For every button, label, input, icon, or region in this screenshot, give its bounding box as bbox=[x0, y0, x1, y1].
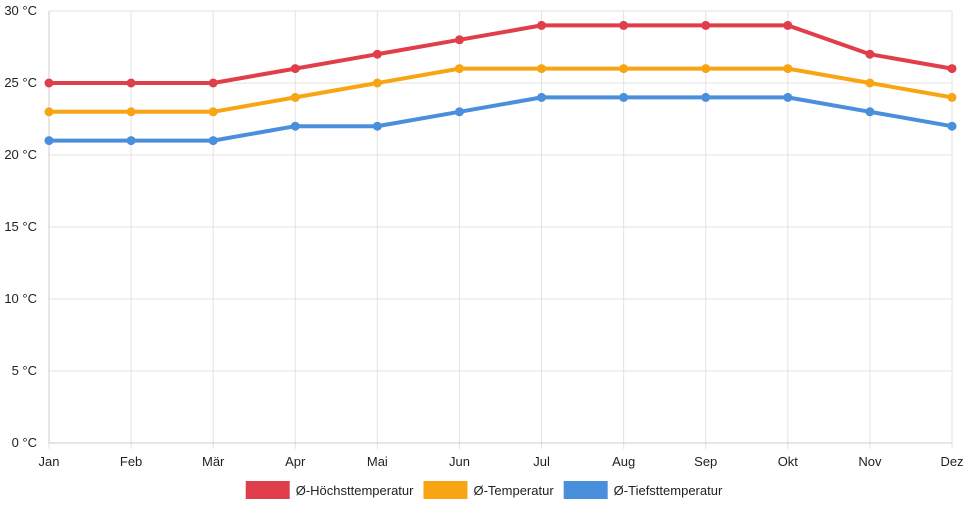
data-point bbox=[454, 64, 464, 74]
y-tick-label: 25 °C bbox=[4, 75, 37, 90]
data-point bbox=[947, 92, 957, 102]
series-line bbox=[47, 95, 954, 143]
data-point bbox=[947, 121, 957, 131]
x-tick-label: Nov bbox=[858, 454, 882, 469]
data-point bbox=[290, 64, 300, 74]
x-tick-label: Jun bbox=[449, 454, 470, 469]
data-point bbox=[44, 107, 54, 117]
legend-item[interactable]: Ø-Tiefsttemperatur bbox=[563, 481, 723, 499]
data-point bbox=[783, 20, 793, 30]
data-point bbox=[701, 64, 711, 74]
data-point bbox=[372, 121, 382, 131]
x-tick-label: Aug bbox=[612, 454, 635, 469]
data-point bbox=[454, 35, 464, 45]
legend-swatch bbox=[423, 481, 468, 499]
data-point bbox=[619, 92, 629, 102]
x-tick-label: Sep bbox=[694, 454, 717, 469]
grid bbox=[48, 10, 953, 449]
legend: Ø-Höchsttemperatur Ø-Temperatur Ø-Tiefstte… bbox=[245, 481, 723, 499]
data-point bbox=[865, 49, 875, 59]
series-2 bbox=[44, 64, 957, 117]
data-point bbox=[126, 107, 136, 117]
x-tick-label: Jan bbox=[39, 454, 60, 469]
data-point bbox=[44, 136, 54, 146]
data-point bbox=[372, 49, 382, 59]
data-point bbox=[619, 64, 629, 74]
data-point bbox=[783, 64, 793, 74]
legend-item[interactable]: Ø-Temperatur bbox=[423, 481, 554, 499]
series-3 bbox=[44, 92, 957, 146]
data-point bbox=[126, 78, 136, 88]
data-point bbox=[208, 136, 218, 146]
data-point bbox=[454, 107, 464, 117]
x-tick-label: Jul bbox=[533, 454, 550, 469]
x-tick-label: Okt bbox=[778, 454, 799, 469]
series bbox=[44, 20, 957, 146]
x-tick-label: Mai bbox=[367, 454, 388, 469]
x-tick-label: Mär bbox=[202, 454, 225, 469]
y-tick-label: 15 °C bbox=[4, 219, 37, 234]
data-point bbox=[783, 92, 793, 102]
data-point bbox=[208, 107, 218, 117]
legend-label: Ø-Höchsttemperatur bbox=[296, 483, 414, 498]
legend-item[interactable]: Ø-Höchsttemperatur bbox=[245, 481, 414, 499]
legend-label: Ø-Tiefsttemperatur bbox=[614, 483, 723, 498]
legend-swatch bbox=[563, 481, 608, 499]
x-tick-label: Dez bbox=[940, 454, 963, 469]
data-point bbox=[208, 78, 218, 88]
data-point bbox=[44, 78, 54, 88]
x-tick-label: Apr bbox=[285, 454, 306, 469]
x-tick-label: Feb bbox=[120, 454, 142, 469]
y-tick-label: 30 °C bbox=[4, 3, 37, 18]
y-tick-label: 0 °C bbox=[12, 435, 37, 450]
legend-swatch bbox=[245, 481, 290, 499]
data-point bbox=[865, 107, 875, 117]
data-point bbox=[537, 92, 547, 102]
data-point bbox=[701, 20, 711, 30]
series-1 bbox=[44, 20, 957, 88]
data-point bbox=[865, 78, 875, 88]
data-point bbox=[537, 64, 547, 74]
data-point bbox=[290, 121, 300, 131]
series-line bbox=[47, 23, 954, 85]
axes: 0 °C 5 °C 10 °C 15 °C 20 °C 25 °C 30 °C Jan Feb M… bbox=[4, 3, 963, 469]
data-point bbox=[537, 20, 547, 30]
legend-label: Ø-Temperatur bbox=[473, 483, 554, 498]
data-point bbox=[947, 64, 957, 74]
y-tick-label: 20 °C bbox=[4, 147, 37, 162]
data-point bbox=[290, 92, 300, 102]
data-point bbox=[701, 92, 711, 102]
data-point bbox=[126, 136, 136, 146]
series-line bbox=[47, 66, 954, 114]
y-tick-label: 5 °C bbox=[12, 363, 37, 378]
data-point bbox=[619, 20, 629, 30]
data-point bbox=[372, 78, 382, 88]
y-tick-label: 10 °C bbox=[4, 291, 37, 306]
